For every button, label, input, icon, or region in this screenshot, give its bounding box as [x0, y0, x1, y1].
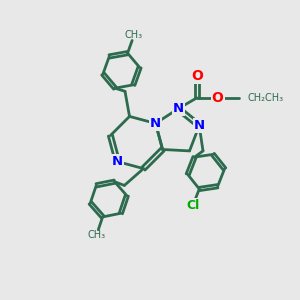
Text: Cl: Cl — [186, 199, 199, 212]
Text: CH₃: CH₃ — [125, 30, 143, 40]
Text: CH₂CH₃: CH₂CH₃ — [248, 93, 284, 103]
Text: O: O — [212, 91, 224, 105]
Text: N: N — [112, 155, 123, 168]
Text: CH₃: CH₃ — [88, 230, 106, 240]
Text: N: N — [173, 102, 184, 115]
Text: N: N — [150, 117, 161, 130]
Text: N: N — [194, 119, 205, 132]
Text: O: O — [191, 69, 203, 83]
